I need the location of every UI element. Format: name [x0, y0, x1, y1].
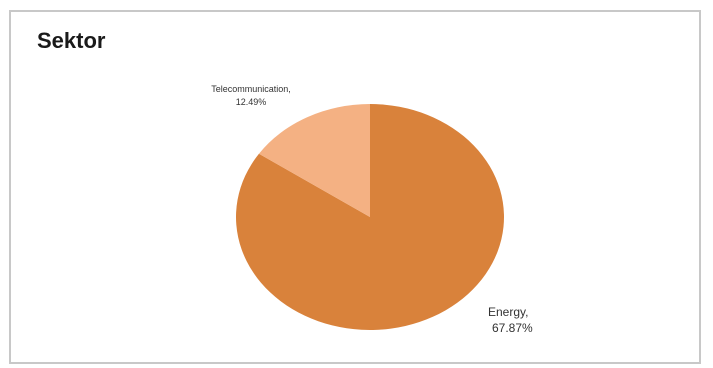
slice-label-energy: Energy,	[488, 305, 528, 319]
pie-slice-energy	[236, 104, 505, 330]
chart-frame: Sektor Energy, 67.87% Telecommunication, 12…	[9, 10, 701, 364]
chart-title: Sektor	[37, 28, 106, 53]
pie-labels: Energy, 67.87% Telecommunication, 12.49%	[211, 84, 533, 335]
slice-label-telecommunication: Telecommunication,	[211, 84, 291, 94]
slice-pct-energy: 67.87%	[492, 321, 533, 335]
pie-slice-telecommunication	[258, 104, 370, 217]
pie-chart: Energy, 67.87% Telecommunication, 12.49%	[211, 84, 533, 335]
slice-pct-telecommunication: 12.49%	[236, 97, 267, 107]
pie-slices	[236, 104, 505, 330]
